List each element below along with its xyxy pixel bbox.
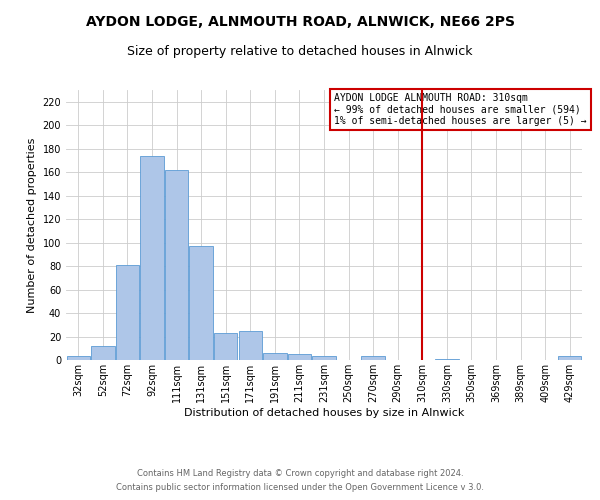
Bar [288, 354, 311, 360]
Bar [116, 265, 139, 360]
Bar [435, 359, 458, 360]
Bar [558, 356, 581, 360]
Bar [361, 356, 385, 360]
Bar [239, 330, 262, 360]
Text: Contains public sector information licensed under the Open Government Licence v : Contains public sector information licen… [116, 484, 484, 492]
Bar [190, 246, 213, 360]
Bar [214, 333, 238, 360]
Bar [165, 170, 188, 360]
X-axis label: Distribution of detached houses by size in Alnwick: Distribution of detached houses by size … [184, 408, 464, 418]
Bar [67, 356, 90, 360]
Bar [313, 356, 335, 360]
Text: AYDON LODGE ALNMOUTH ROAD: 310sqm
← 99% of detached houses are smaller (594)
1% : AYDON LODGE ALNMOUTH ROAD: 310sqm ← 99% … [334, 92, 587, 126]
Bar [91, 346, 115, 360]
Bar [140, 156, 164, 360]
Text: AYDON LODGE, ALNMOUTH ROAD, ALNWICK, NE66 2PS: AYDON LODGE, ALNMOUTH ROAD, ALNWICK, NE6… [86, 15, 515, 29]
Bar [263, 353, 287, 360]
Text: Size of property relative to detached houses in Alnwick: Size of property relative to detached ho… [127, 45, 473, 58]
Y-axis label: Number of detached properties: Number of detached properties [27, 138, 37, 312]
Text: Contains HM Land Registry data © Crown copyright and database right 2024.: Contains HM Land Registry data © Crown c… [137, 468, 463, 477]
